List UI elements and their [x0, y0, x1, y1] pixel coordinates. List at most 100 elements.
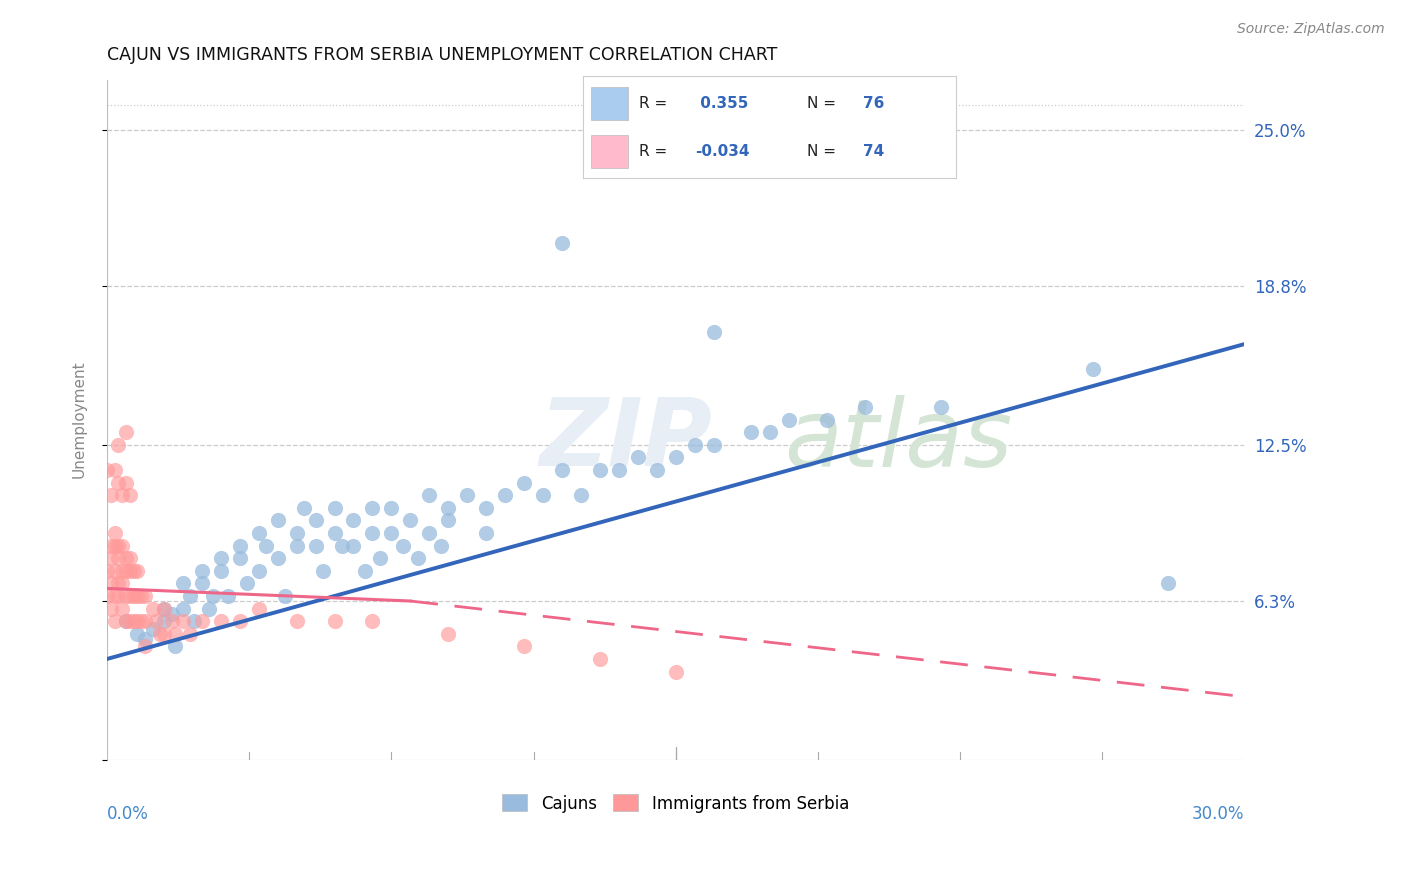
- Point: [107, 589, 129, 603]
- Text: 0.355: 0.355: [695, 96, 748, 111]
- Point: [285, 614, 308, 628]
- Point: [115, 475, 138, 490]
- Point: [129, 614, 152, 628]
- Point: [266, 513, 288, 527]
- Point: [172, 576, 194, 591]
- Point: [1081, 362, 1104, 376]
- Point: [191, 576, 214, 591]
- Point: [217, 589, 239, 603]
- Point: [323, 500, 346, 515]
- Point: [153, 601, 176, 615]
- Point: [115, 614, 138, 628]
- Y-axis label: Unemployment: Unemployment: [72, 361, 86, 478]
- Point: [778, 412, 800, 426]
- Point: [134, 640, 156, 654]
- Point: [183, 614, 205, 628]
- Text: 74: 74: [863, 145, 884, 160]
- Point: [160, 607, 183, 621]
- Point: [236, 576, 259, 591]
- Point: [104, 614, 127, 628]
- Point: [229, 551, 252, 566]
- Point: [209, 551, 232, 566]
- Point: [127, 626, 149, 640]
- Point: [247, 564, 270, 578]
- Point: [118, 564, 141, 578]
- Text: atlas: atlas: [783, 394, 1012, 485]
- Point: [115, 589, 138, 603]
- Text: -0.034: -0.034: [695, 145, 749, 160]
- Point: [191, 564, 214, 578]
- Text: R =: R =: [640, 145, 668, 160]
- Point: [142, 601, 165, 615]
- Text: R =: R =: [640, 96, 668, 111]
- Point: [330, 539, 353, 553]
- Point: [551, 236, 574, 251]
- Point: [153, 626, 176, 640]
- Point: [312, 564, 335, 578]
- Point: [627, 450, 650, 465]
- Point: [209, 614, 232, 628]
- Point: [342, 539, 364, 553]
- Point: [111, 601, 134, 615]
- Point: [96, 589, 118, 603]
- Point: [361, 614, 384, 628]
- Point: [513, 640, 536, 654]
- Point: [513, 475, 536, 490]
- Point: [391, 539, 413, 553]
- Text: CAJUN VS IMMIGRANTS FROM SERBIA UNEMPLOYMENT CORRELATION CHART: CAJUN VS IMMIGRANTS FROM SERBIA UNEMPLOY…: [107, 46, 778, 64]
- Point: [437, 513, 460, 527]
- Point: [153, 614, 176, 628]
- Point: [418, 488, 440, 502]
- Point: [191, 614, 214, 628]
- Point: [198, 601, 221, 615]
- Text: N =: N =: [807, 96, 837, 111]
- Point: [118, 589, 141, 603]
- Point: [683, 438, 706, 452]
- Text: N =: N =: [807, 145, 837, 160]
- Point: [134, 614, 156, 628]
- Point: [406, 551, 429, 566]
- Point: [929, 400, 952, 414]
- Point: [266, 551, 288, 566]
- Point: [118, 551, 141, 566]
- Point: [172, 601, 194, 615]
- Point: [368, 551, 391, 566]
- Point: [179, 626, 201, 640]
- Point: [179, 589, 201, 603]
- Point: [209, 564, 232, 578]
- Point: [292, 500, 315, 515]
- Legend: Cajuns, Immigrants from Serbia: Cajuns, Immigrants from Serbia: [502, 795, 849, 813]
- Point: [399, 513, 422, 527]
- Point: [172, 614, 194, 628]
- Point: [551, 463, 574, 477]
- Point: [229, 614, 252, 628]
- Point: [665, 450, 688, 465]
- Point: [380, 500, 402, 515]
- Point: [100, 551, 122, 566]
- Point: [202, 589, 225, 603]
- Point: [703, 438, 725, 452]
- Point: [285, 526, 308, 541]
- Text: 76: 76: [863, 96, 884, 111]
- Point: [115, 564, 138, 578]
- Point: [456, 488, 478, 502]
- Point: [115, 425, 138, 440]
- Point: [665, 665, 688, 679]
- Point: [100, 539, 122, 553]
- Point: [342, 513, 364, 527]
- Point: [118, 614, 141, 628]
- Point: [145, 614, 167, 628]
- Bar: [591, 87, 628, 120]
- Point: [569, 488, 592, 502]
- Point: [361, 526, 384, 541]
- Point: [122, 589, 145, 603]
- Point: [111, 539, 134, 553]
- Point: [111, 564, 134, 578]
- Text: Source: ZipAtlas.com: Source: ZipAtlas.com: [1237, 22, 1385, 37]
- Point: [107, 539, 129, 553]
- Point: [127, 614, 149, 628]
- Point: [165, 626, 187, 640]
- Point: [115, 614, 138, 628]
- Point: [122, 614, 145, 628]
- Point: [134, 589, 156, 603]
